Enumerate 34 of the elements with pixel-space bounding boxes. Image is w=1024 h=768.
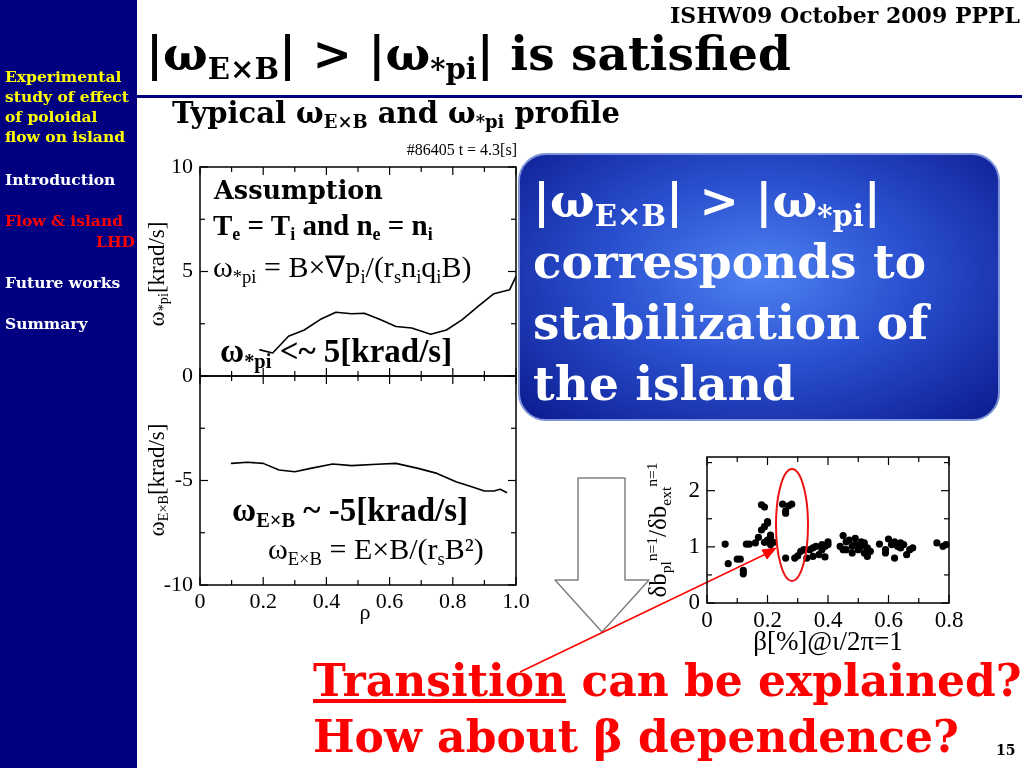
text: Introduction [5, 170, 116, 189]
text: Future works [5, 273, 121, 292]
annotation: ω$_{E×B}$ ~ -5[krad/s] [232, 492, 469, 532]
y-tick-label: -5 [174, 466, 193, 492]
y-tick-label: 0 [182, 361, 193, 387]
x-tick-label: 0.8 [439, 587, 467, 613]
chart-subtitle: #86405 t = 4.3[s] [406, 141, 517, 159]
text: 15 [996, 742, 1016, 758]
text: |ω$_{E×B}$| > |ω$_{*pi}$| is satisfied [146, 26, 791, 86]
x-tick-label: 0.8 [934, 606, 964, 632]
x-tick-label: 1.0 [502, 587, 530, 613]
annotation: Assumption [214, 175, 383, 205]
text: |ω$_{E×B}$| > |ω$_{*pi}$| corresponds to stabilization of the island [533, 172, 932, 413]
x-tick-label: 0.4 [312, 587, 341, 613]
chart-title: Typical ω$_{E×B}$ and ω$_{*pi}$ profile [172, 96, 620, 133]
text: ISHW09 October 2009 PPPL [670, 2, 1020, 28]
text: Summary [5, 314, 88, 333]
y-tick-label: 1 [688, 532, 700, 558]
text: How about β dependence? [313, 711, 959, 762]
annotation: T$_{e}$ = T$_{i}$ and n$_{e}$ = n$_{i}$ [213, 209, 433, 245]
annotation: ω$_{E×B}$ = E×B/(r$_{s}$B²) [268, 532, 484, 569]
x-axis-title: ρ [359, 599, 371, 625]
text: Experimental study of effect of poloidal flow on island [5, 67, 130, 147]
y-tick-label: 2 [688, 476, 700, 502]
x-tick-label: 0.2 [249, 587, 277, 613]
y-tick-label: 5 [182, 257, 193, 283]
annotation: ω$_{*pi}$ <~ 5[krad/s] [220, 333, 453, 373]
y-tick-label: 10 [171, 152, 193, 178]
text: LHD [96, 232, 135, 251]
x-tick-label: 0.6 [375, 587, 404, 613]
text: Transition can be explained? [313, 655, 1022, 706]
y-tick-label: -10 [163, 570, 193, 596]
text: Flow & island [5, 211, 124, 230]
text: ω$_{*pi}$ = B×∇p$_{i}$/(r$_{s}$n$_{i}$q$_{i}$B) [213, 250, 472, 287]
